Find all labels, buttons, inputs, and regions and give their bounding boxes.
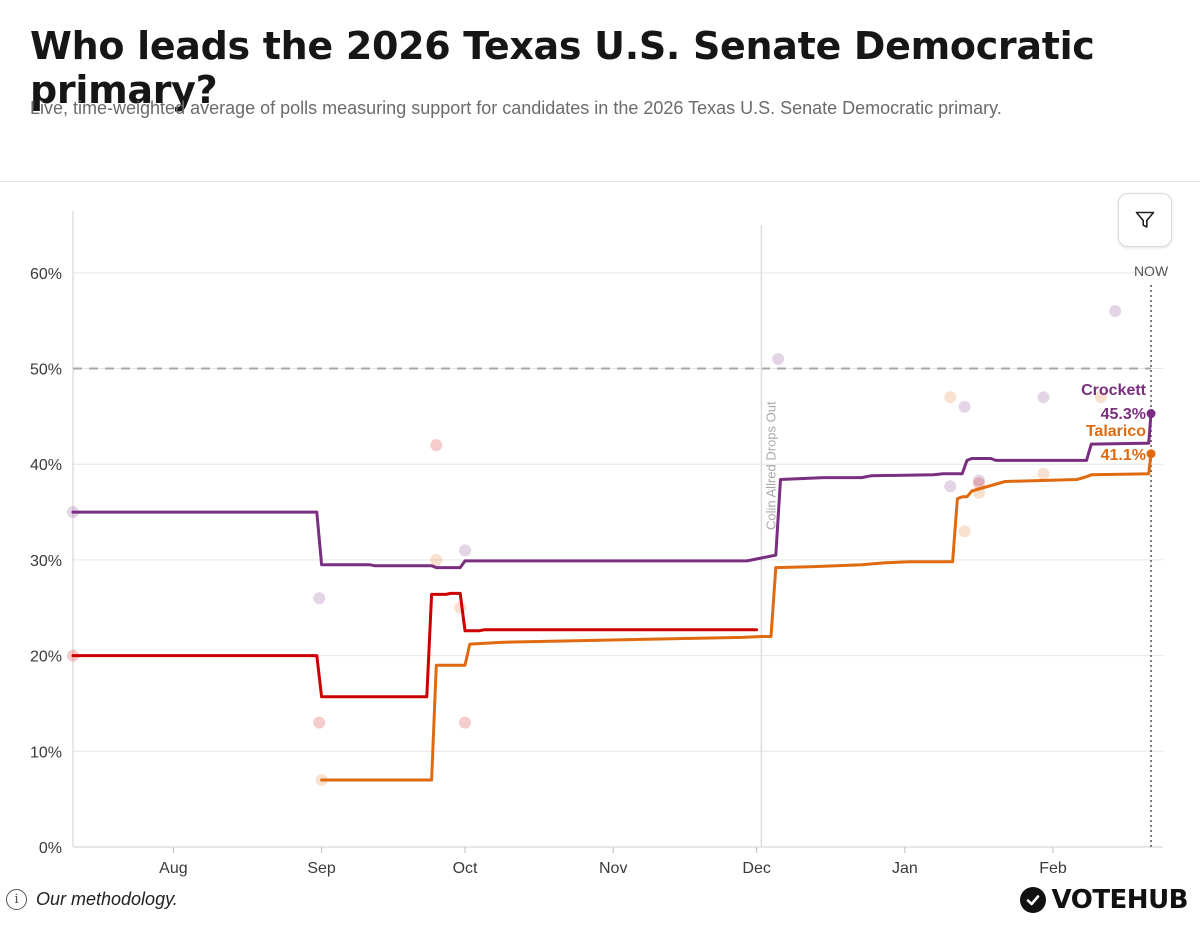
poll-point-crockett	[958, 400, 971, 413]
poll-point-crockett	[1037, 391, 1050, 404]
series-end-point-crockett	[1146, 409, 1156, 419]
x-tick-label: Feb	[1039, 860, 1067, 877]
series-line-allred	[71, 591, 759, 699]
funnel-icon	[1135, 211, 1155, 228]
header-divider	[0, 181, 1200, 182]
poll-point-talarico	[958, 525, 971, 538]
series-line-talarico	[320, 452, 1153, 782]
page-title: Who leads the 2026 Texas U.S. Senate Dem…	[30, 24, 1095, 112]
y-tick-label: 20%	[30, 649, 62, 666]
methodology-link[interactable]: i Our methodology.	[6, 889, 178, 910]
x-tick-label: Oct	[453, 860, 478, 877]
poll-point-crockett	[459, 544, 472, 557]
x-tick-label: Jan	[892, 860, 918, 877]
series-lines	[71, 409, 1156, 782]
series-value-label-crockett: 45.3%	[1101, 406, 1146, 423]
y-tick-label: 50%	[30, 362, 62, 379]
now-label: NOW	[1134, 263, 1169, 279]
poll-point-allred	[430, 439, 443, 452]
event-label: Colin Allred Drops Out	[763, 401, 778, 530]
y-tick-label: 10%	[30, 744, 62, 761]
series-name-label-talarico: Talarico	[1086, 423, 1146, 440]
x-tick-label: Aug	[159, 860, 187, 877]
poll-point-crockett	[1109, 305, 1122, 318]
poll-point-talarico	[1094, 391, 1107, 404]
series-end-point-talarico	[1146, 449, 1156, 459]
y-tick-label: 30%	[30, 553, 62, 570]
line-chart: Colin Allred Drops Out NOW 0% 10% 20% 30% 40%…	[30, 211, 1169, 877]
event-markers: Colin Allred Drops Out NOW	[760, 225, 1169, 847]
poll-point-talarico	[1037, 467, 1050, 480]
info-icon: i	[6, 889, 27, 910]
series-name-label-crockett: Crockett	[1081, 382, 1147, 399]
series-line-crockett	[71, 412, 1153, 570]
brand-logo: VOTEHUB	[1019, 885, 1189, 915]
y-tick-label: 0%	[39, 840, 62, 857]
poll-points	[67, 305, 1122, 787]
axis-labels: 0% 10% 20% 30% 40% 50% 60% Aug Sep Oct Nov Dec Jan Fe…	[30, 266, 1147, 877]
x-tick-label: Dec	[742, 860, 770, 877]
poll-point-crockett	[972, 474, 985, 487]
poll-point-talarico	[944, 391, 957, 404]
poll-point-crockett	[944, 480, 957, 493]
filter-button[interactable]	[1118, 193, 1172, 247]
check-circle-icon	[1019, 887, 1046, 913]
y-tick-label: 60%	[30, 266, 62, 283]
y-tick-label: 40%	[30, 457, 62, 474]
x-tick-label: Sep	[307, 860, 336, 877]
brand-name: VOTEHUB	[1051, 885, 1189, 915]
poll-point-talarico	[430, 553, 443, 566]
methodology-label: Our methodology.	[36, 889, 178, 909]
poll-point-crockett	[772, 352, 785, 365]
series-value-label-talarico: 41.1%	[1101, 447, 1146, 464]
grid-lines	[72, 211, 1163, 853]
poll-point-allred	[459, 716, 472, 729]
poll-point-crockett	[313, 592, 326, 605]
poll-point-allred	[972, 477, 985, 490]
poll-point-allred	[313, 716, 326, 729]
x-tick-label: Nov	[599, 860, 627, 877]
page-subtitle: Live, time-weighted average of polls mea…	[30, 98, 1002, 118]
